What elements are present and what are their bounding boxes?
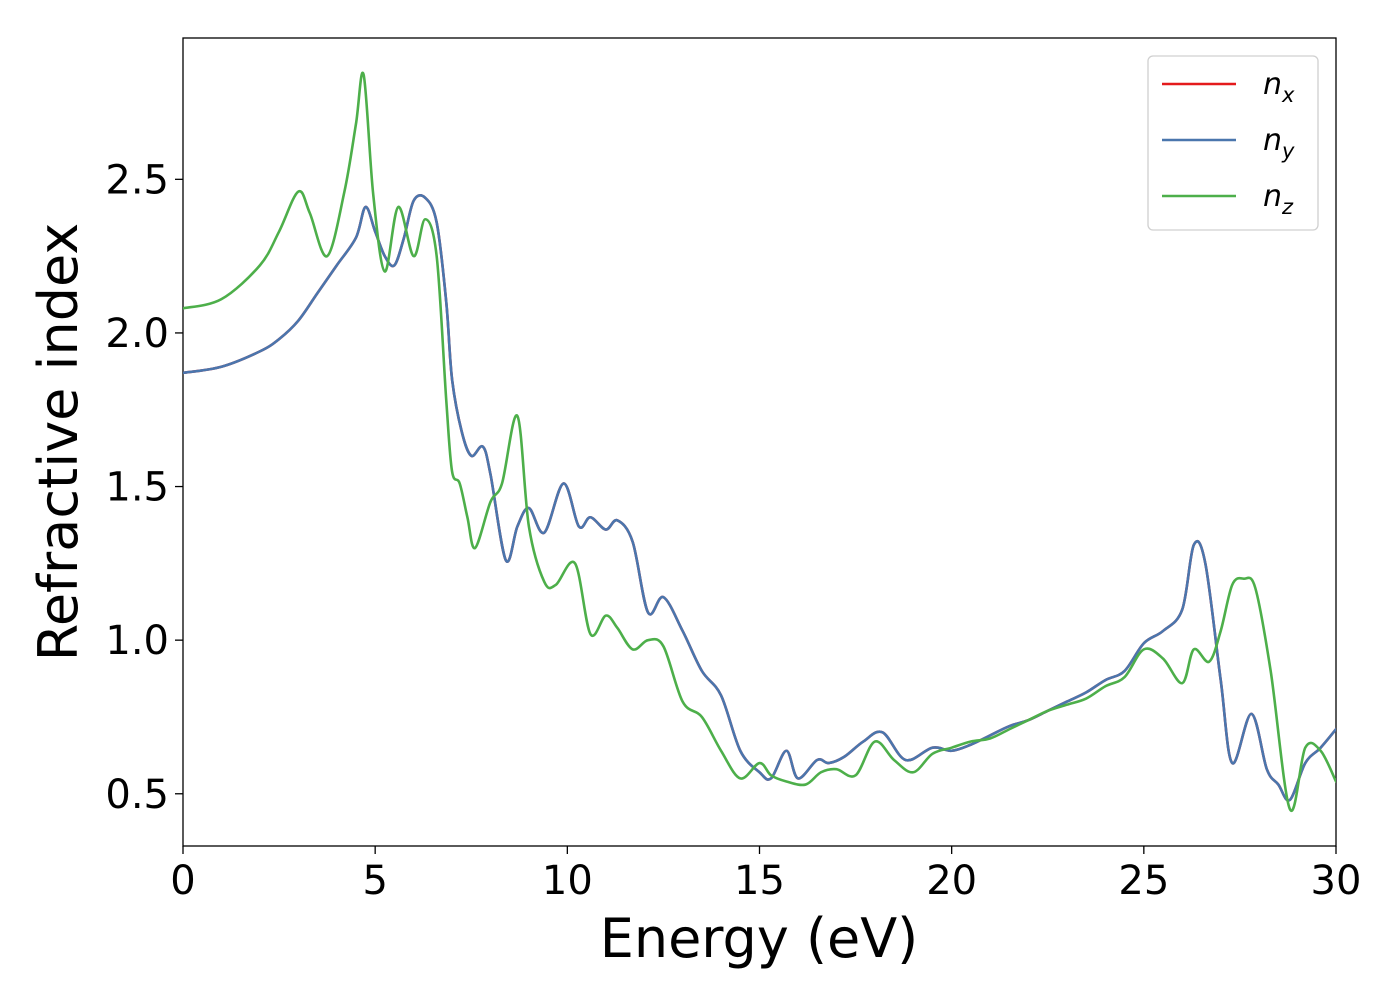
x-tick-label: 25: [1118, 858, 1169, 904]
series-line-y: [183, 194, 1336, 802]
plot-area: [182, 37, 1337, 847]
legend-label-base: n: [1263, 67, 1282, 102]
legend-label-subscript: x: [1281, 83, 1295, 107]
y-axis-ticks: 0.5 1.0 1.5 2.0 2.5: [105, 157, 183, 818]
y-axis-title: Refractive index: [27, 223, 90, 662]
legend-label-z: nz: [1263, 179, 1294, 219]
plot-frame: [182, 37, 1337, 847]
legend-label-base: n: [1263, 123, 1282, 158]
legend-label-y: ny: [1263, 123, 1295, 163]
x-tick-label: 0: [170, 858, 195, 904]
x-tick-label: 20: [926, 858, 977, 904]
series-line-z: [183, 71, 1336, 813]
legend-frame: [1147, 55, 1319, 231]
legend-label-subscript: y: [1281, 139, 1295, 163]
y-tick-label: 0.5: [105, 772, 169, 818]
x-tick-label: 5: [362, 858, 387, 904]
y-tick-label: 2.0: [105, 311, 169, 357]
x-tick-label: 15: [734, 858, 785, 904]
y-tick-label: 1.0: [105, 618, 169, 664]
legend-label-base: n: [1263, 179, 1282, 214]
x-axis-title: Energy (eV): [600, 907, 919, 970]
y-tick-label: 1.5: [105, 465, 169, 511]
legend-label-subscript: z: [1281, 195, 1294, 219]
x-axis-ticks: 0 5 10 15 20 25 30: [170, 846, 1361, 904]
y-tick-label: 2.5: [105, 157, 169, 203]
x-tick-label: 10: [542, 858, 593, 904]
legend-label-x: nx: [1263, 67, 1295, 107]
series-layer: [183, 71, 1336, 813]
x-tick-label: 30: [1311, 858, 1362, 904]
